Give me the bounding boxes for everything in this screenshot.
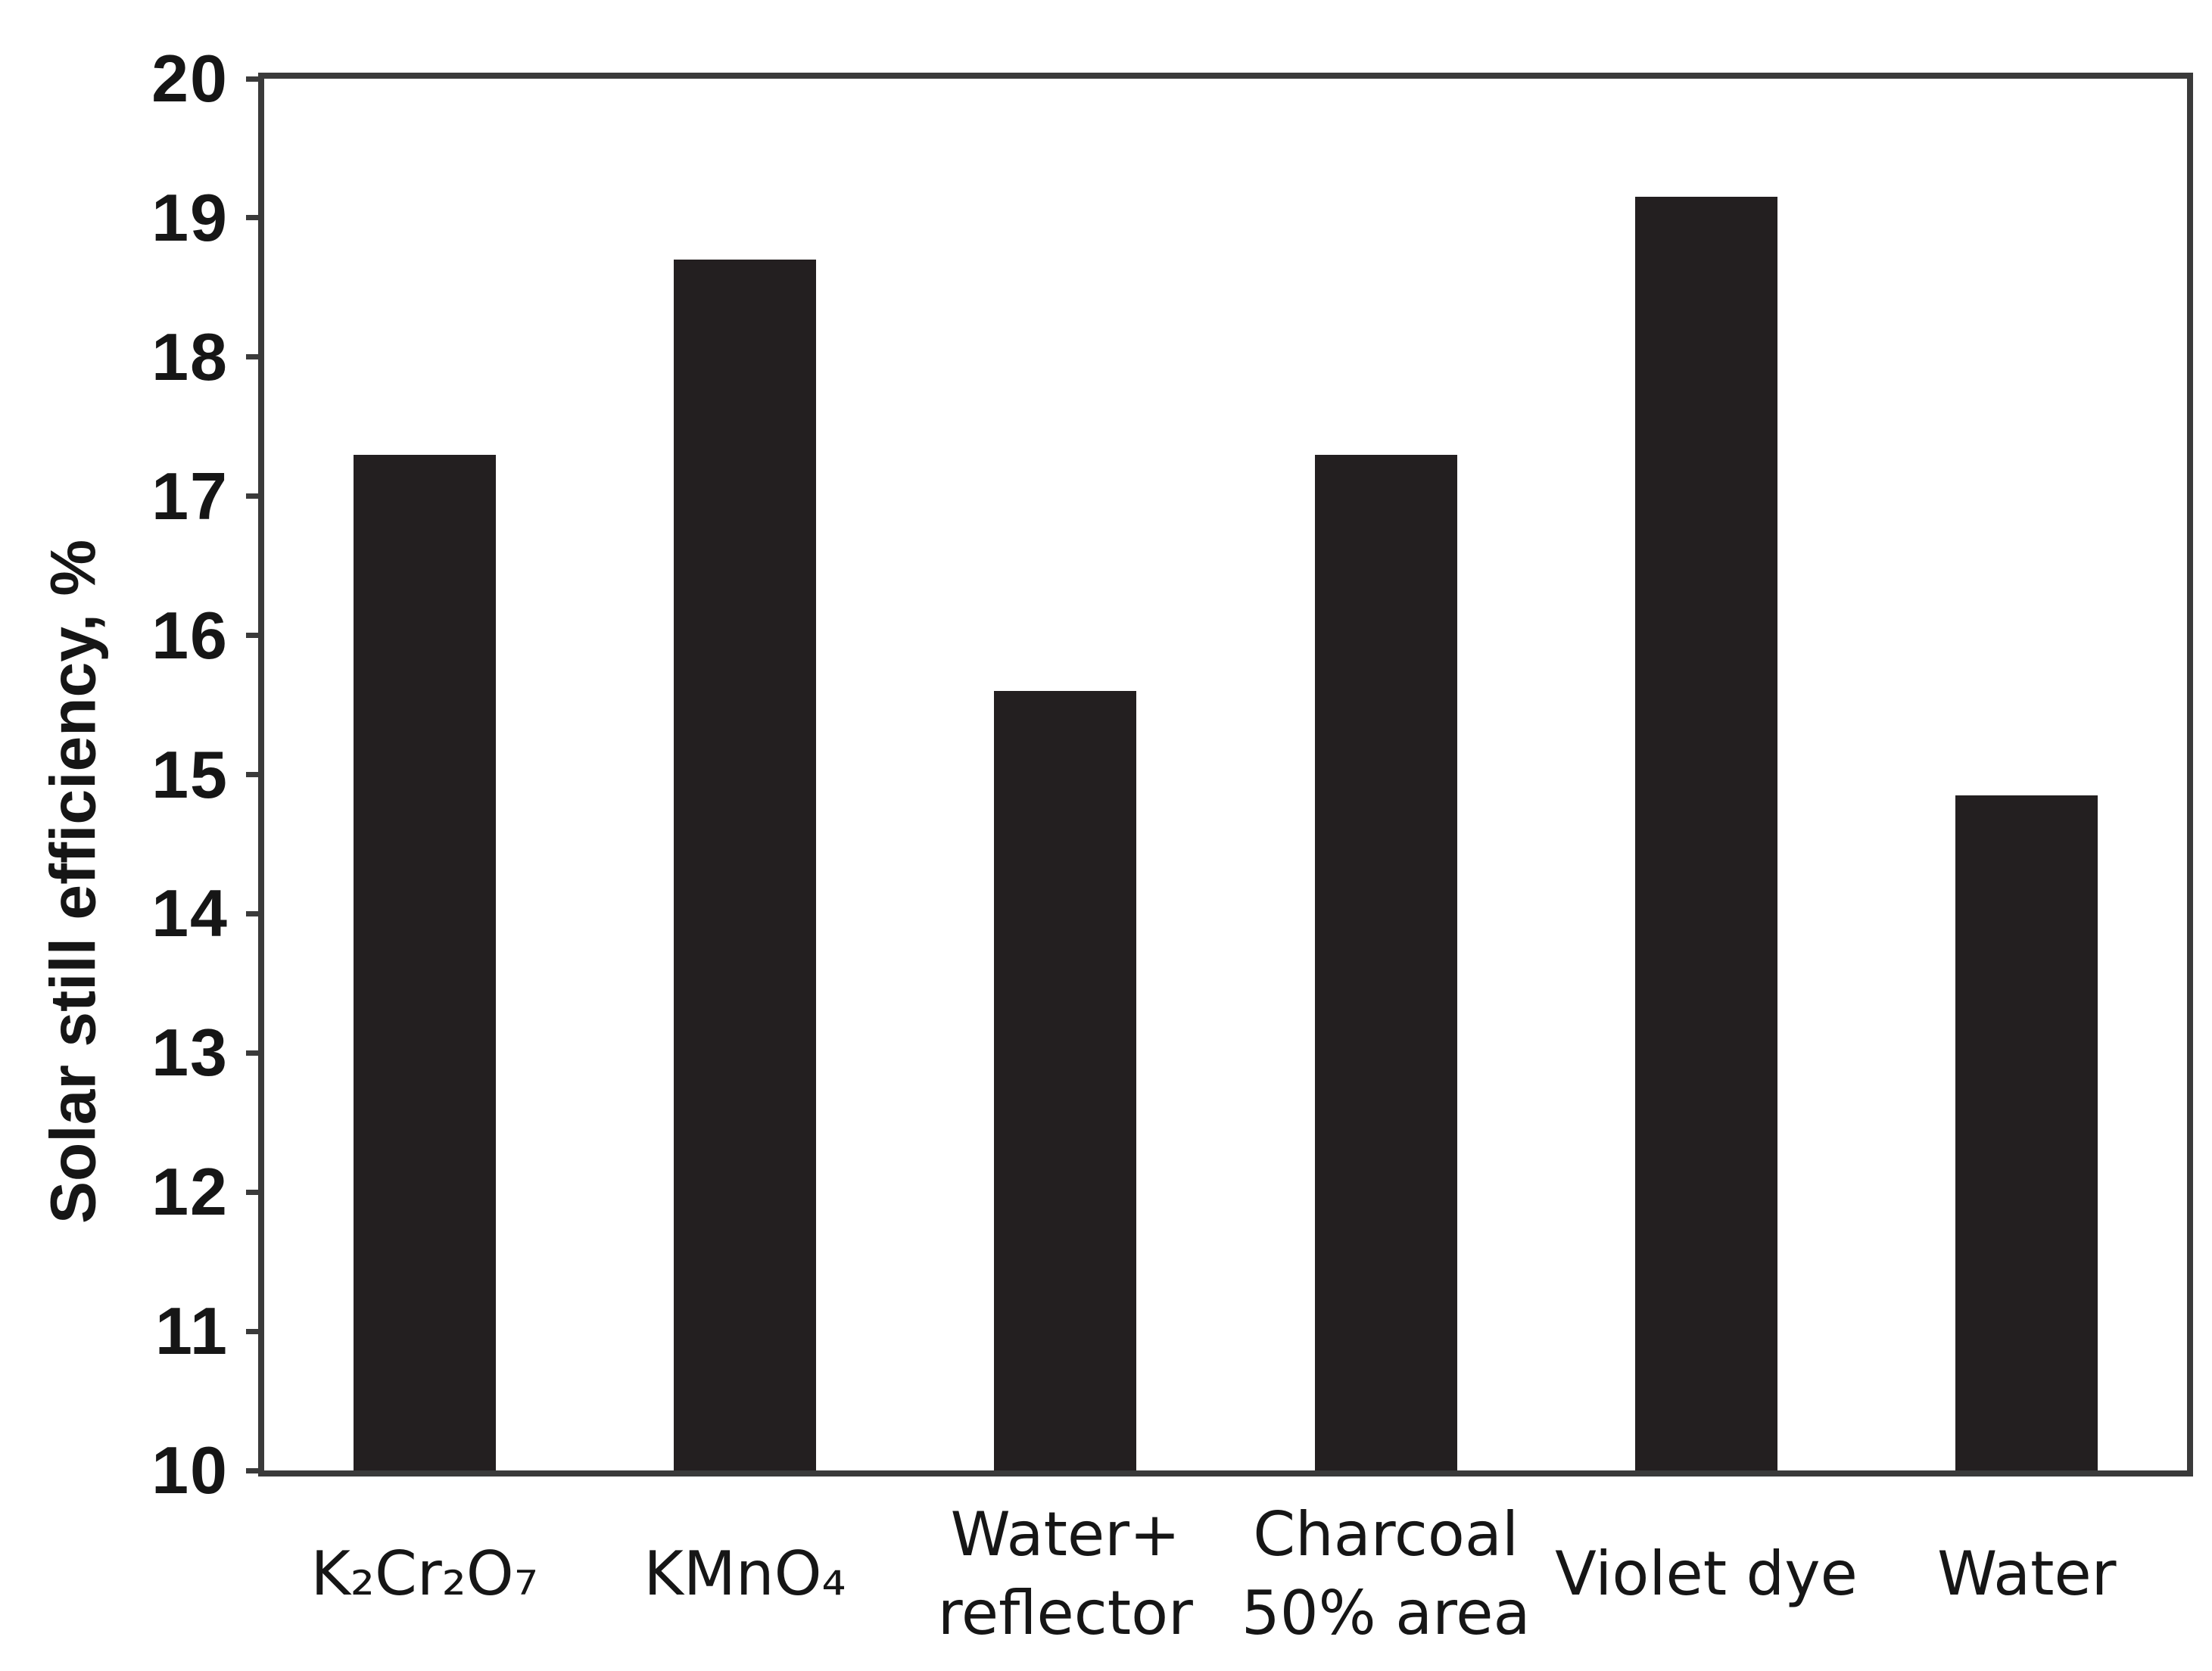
bar-6	[1955, 795, 2098, 1470]
x-axis-label: Water+ reflector	[937, 1499, 1193, 1648]
y-axis-tick	[246, 1189, 264, 1195]
y-axis-tick-label: 20	[151, 41, 229, 116]
y-axis-tick	[246, 493, 264, 499]
y-axis-tick	[246, 354, 264, 360]
y-axis-tick	[246, 215, 264, 221]
bar-4	[1314, 454, 1457, 1470]
y-axis-tick-label: 15	[151, 736, 229, 812]
y-axis-tick	[246, 76, 264, 82]
y-axis-tick-label: 18	[151, 319, 229, 394]
y-axis-tick	[246, 772, 264, 777]
bar-1	[353, 454, 496, 1470]
y-axis-tick	[246, 633, 264, 639]
y-axis-tick	[246, 1328, 264, 1334]
plot-area	[246, 73, 2193, 1477]
x-axis-label: KMnO₄	[643, 1539, 846, 1609]
x-axis-label: K₂Cr₂O₇	[310, 1539, 538, 1609]
y-axis-tick	[246, 910, 264, 916]
y-axis-tick-label: 17	[151, 458, 229, 534]
y-axis-tick-label: 13	[151, 1015, 229, 1091]
x-axis-label: Violet dye	[1555, 1539, 1858, 1609]
y-axis-tick-label: 10	[151, 1433, 229, 1508]
y-axis-tick-label: 14	[151, 876, 229, 951]
x-axis-label: Water	[1937, 1539, 2117, 1609]
y-axis-tick-label: 12	[151, 1154, 229, 1230]
y-axis-tick	[246, 1050, 264, 1056]
y-axis-tick-label: 11	[154, 1293, 229, 1369]
y-axis-tick	[246, 1467, 264, 1473]
x-axis-label: Charcoal 50% area	[1241, 1499, 1531, 1648]
bar-5	[1635, 197, 1777, 1470]
y-axis-tick-label: 16	[151, 597, 229, 673]
bar-2	[674, 260, 816, 1470]
bar-3	[994, 691, 1137, 1470]
y-axis-tick-label: 19	[151, 179, 229, 255]
